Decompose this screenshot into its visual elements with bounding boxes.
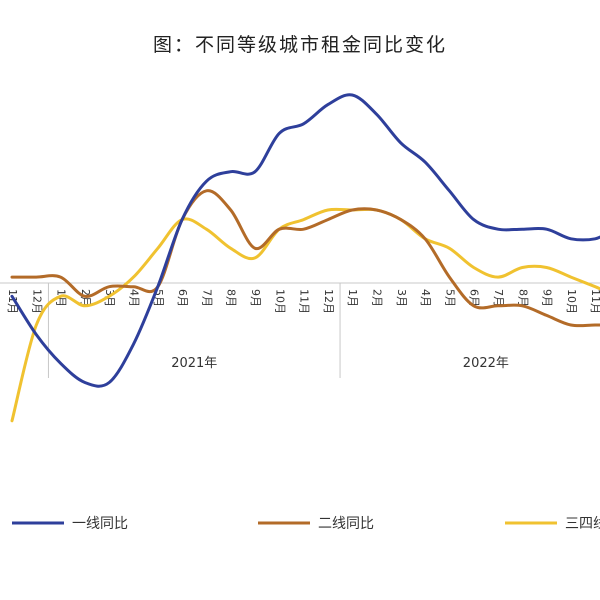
x-tick-label: 9月 [541,289,554,307]
year-label: 2021年 [171,356,217,371]
year-label: 2022年 [463,356,509,371]
x-tick-label: 5月 [443,289,456,307]
x-tick-label: 9月 [249,289,262,307]
x-tick-label: 8月 [516,289,529,307]
x-tick-label: 10月 [273,289,286,314]
x-tick-label: 4月 [128,289,141,307]
series-layer [10,93,600,423]
legend-label: 一线同比 [72,516,128,532]
x-tick-label: 8月 [225,289,238,307]
x-tick-label: 7月 [492,289,505,307]
legend-label: 二线同比 [318,516,374,532]
chart-title: 图：不同等级城市租金同比变化 [152,34,447,56]
x-tick-label: 1月 [346,289,359,307]
series-line-1 [10,93,600,388]
series-line-2 [10,189,600,328]
legend: 一线同比 二线同比 三四线同比 [12,516,600,532]
x-tick-label: 11月 [589,289,600,314]
x-tick-label: 10月 [565,289,578,314]
x-tick-label: 2月 [371,289,384,307]
x-tick-label: 11月 [6,289,19,314]
x-tick-label: 12月 [322,289,335,314]
legend-label: 三四线同比 [565,516,600,532]
series-line-3 [10,207,600,423]
x-tick-label: 3月 [395,289,408,307]
x-axis: 11月 12月 1月 2月 3月 4月 5月 6月 7月 8月 9月 10月 11月 12月 1月 2月 3月 4… [0,282,600,378]
x-tick-label: 11月 [298,289,311,314]
x-tick-label: 6月 [176,289,189,307]
x-tick-label: 7月 [200,289,213,307]
x-tick-label: 4月 [419,289,432,307]
x-tick-label: 12月 [30,289,43,314]
x-tick-label: 1月 [55,289,68,307]
